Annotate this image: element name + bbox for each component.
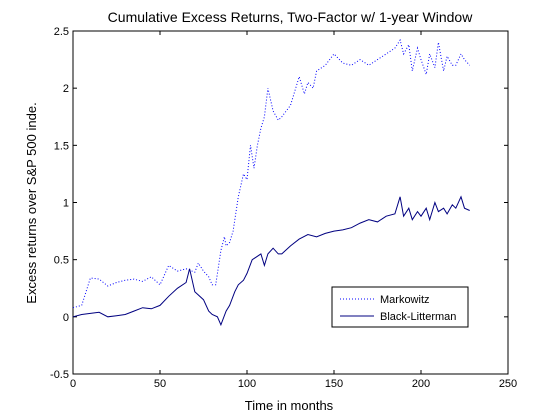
x-tick-label: 250	[499, 378, 517, 390]
chart-title: Cumulative Excess Returns, Two-Factor w/…	[108, 9, 474, 25]
legend-label: Markowitz	[380, 294, 430, 306]
y-axis-label: Excess returns over S&P 500 inde.	[24, 102, 39, 303]
x-tick-label: 0	[70, 378, 76, 390]
x-tick-label: 50	[154, 378, 166, 390]
y-axis: -0.5 0 0.5 1 1.5 2 2.5	[50, 26, 508, 381]
x-tick-label: 200	[412, 378, 430, 390]
y-tick-label: 0	[63, 312, 69, 324]
y-tick-label: 1.5	[54, 140, 69, 152]
y-tick-label: 2.5	[54, 26, 69, 38]
x-tick-label: 100	[238, 378, 256, 390]
y-tick-label: 2	[63, 83, 69, 95]
y-tick-label: 0.5	[54, 255, 69, 267]
series-line-black-litterman	[72, 195, 470, 327]
legend: Markowitz Black-Litterman	[331, 286, 469, 328]
legend-label: Black-Litterman	[380, 311, 456, 323]
x-axis: 0 50 100 150 200 250	[70, 31, 517, 390]
x-tick-label: 150	[325, 378, 343, 390]
y-tick-label: 1	[63, 198, 69, 210]
legend-box	[331, 286, 469, 328]
y-tick-label: -0.5	[50, 369, 69, 381]
x-axis-label: Time in months	[245, 398, 334, 413]
series-layer	[72, 38, 471, 327]
